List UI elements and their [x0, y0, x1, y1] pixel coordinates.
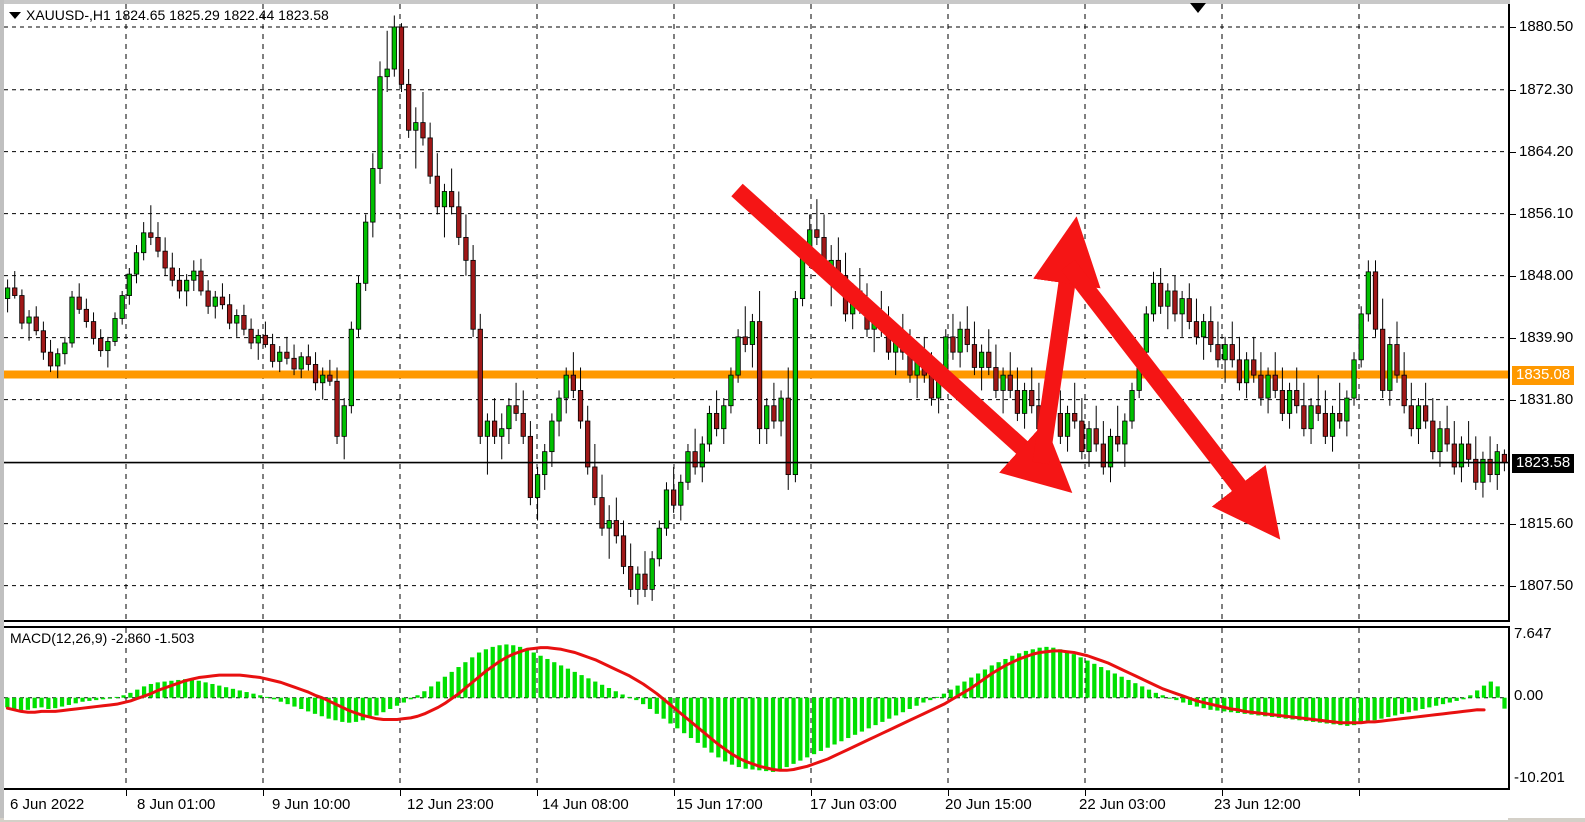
time-axis[interactable]: 6 Jun 2022 8 Jun 01:00 9 Jun 10:00 12 Jun 2… — [4, 788, 1508, 820]
macd-indicator-label: MACD(12,26,9) -2.860 -1.503 — [10, 630, 195, 646]
time-tick-label: 8 Jun 01:00 — [137, 796, 216, 813]
price-tick-mark — [1510, 89, 1516, 91]
time-tick-mark — [263, 790, 264, 796]
time-tick-label: 15 Jun 17:00 — [676, 796, 763, 813]
price-chart-canvas[interactable] — [4, 4, 1508, 620]
down-trend-arrow-2 — [1061, 259, 1281, 540]
time-tick-mark — [811, 790, 812, 796]
price-tick-label: 1856.10 — [1519, 204, 1574, 222]
time-tick-label: 9 Jun 10:00 — [272, 796, 351, 813]
price-scale[interactable]: 1880.50 1872.30 1864.20 1856.10 1848.00 1839.… — [1510, 0, 1585, 620]
price-level-badge: 1835.08 — [1512, 365, 1575, 385]
time-tick-label: 12 Jun 23:00 — [407, 796, 494, 813]
time-tick-label: 23 Jun 12:00 — [1214, 796, 1301, 813]
price-tick-label: 1864.20 — [1519, 142, 1574, 160]
time-tick-mark — [1359, 790, 1360, 796]
window-left-border — [0, 0, 4, 822]
price-tick-mark — [1510, 213, 1516, 215]
macd-tick-label: -10.201 — [1514, 769, 1565, 786]
macd-tick-label: 7.647 — [1514, 625, 1552, 642]
time-tick-mark — [400, 790, 401, 796]
price-tick-mark — [1510, 399, 1516, 401]
current-price-badge: 1823.58 — [1512, 453, 1575, 473]
price-tick-label: 1872.30 — [1519, 80, 1574, 98]
symbol-header-label: XAUUSD-,H1 1824.65 1825.29 1822.44 1823.… — [26, 7, 329, 23]
price-tick-label: 1848.00 — [1519, 266, 1574, 284]
time-tick-mark — [948, 790, 949, 796]
price-tick-label: 1839.90 — [1519, 328, 1574, 346]
time-tick-mark — [1222, 790, 1223, 796]
time-tick-mark — [126, 790, 127, 796]
time-tick-label: 14 Jun 08:00 — [542, 796, 629, 813]
price-tick-mark — [1510, 151, 1516, 153]
window-bottom-border — [0, 818, 1585, 822]
macd-histogram — [5, 644, 1507, 772]
macd-chart-canvas[interactable] — [4, 628, 1508, 788]
window-title-bar — [0, 0, 1585, 4]
time-tick-mark — [1085, 790, 1086, 796]
down-trend-arrow-1 — [731, 183, 1073, 494]
price-tick-mark — [1510, 26, 1516, 28]
macd-scale[interactable]: 7.647 0.00 -10.201 — [1510, 626, 1585, 788]
price-tick-label: 1815.60 — [1519, 514, 1574, 532]
price-tick-mark — [1510, 275, 1516, 277]
price-chart-panel[interactable] — [4, 4, 1510, 622]
up-impulse-arrow — [1032, 216, 1101, 465]
price-tick-mark — [1510, 337, 1516, 339]
macd-signal-line — [5, 646, 1486, 772]
chart-collapse-icon[interactable] — [9, 12, 21, 19]
price-tick-label: 1831.80 — [1519, 390, 1574, 408]
macd-tick-label: 0.00 — [1514, 686, 1544, 704]
price-tick-mark — [1510, 585, 1516, 587]
time-tick-mark — [537, 790, 538, 796]
time-tick-mark — [674, 790, 675, 796]
time-tick-label: 6 Jun 2022 — [10, 796, 85, 813]
time-tick-label: 22 Jun 03:00 — [1079, 796, 1166, 813]
price-tick-label: 1880.50 — [1519, 17, 1574, 35]
time-tick-label: 17 Jun 03:00 — [810, 796, 897, 813]
time-tick-label: 20 Jun 15:00 — [945, 796, 1032, 813]
price-tick-mark — [1510, 523, 1516, 525]
macd-indicator-panel[interactable] — [4, 626, 1510, 790]
price-tick-label: 1807.50 — [1519, 576, 1574, 594]
triangle-down-marker-icon — [1190, 3, 1206, 13]
candle-series — [4, 15, 1508, 605]
